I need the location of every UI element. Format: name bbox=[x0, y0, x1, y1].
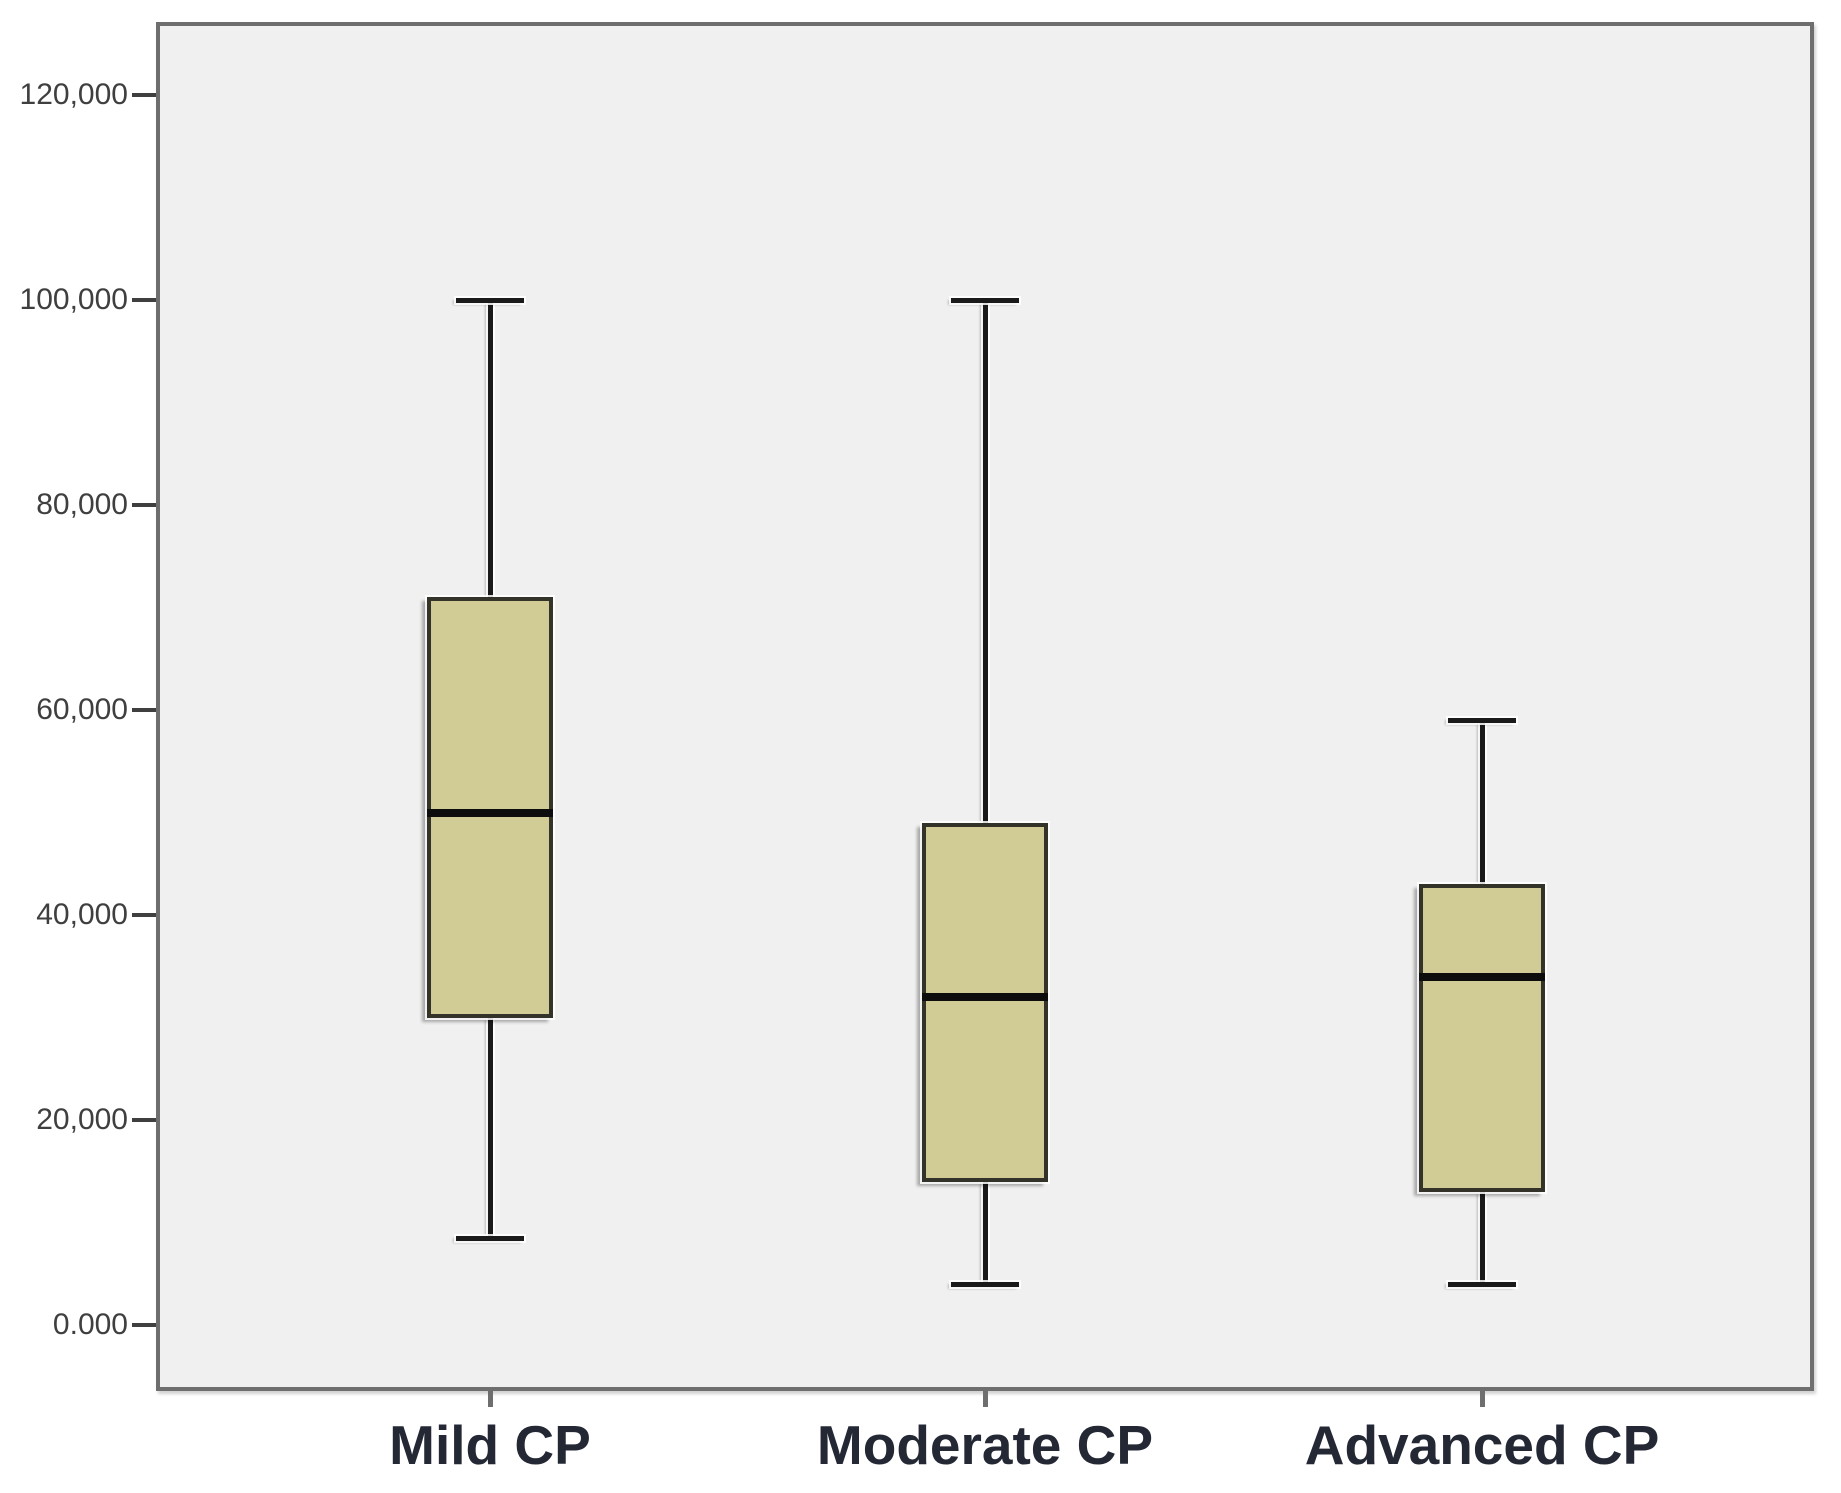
lower-whisker-cap bbox=[456, 1235, 524, 1241]
upper-whisker-cap bbox=[1448, 718, 1516, 724]
y-axis-tick-label: 120,000 bbox=[19, 78, 128, 111]
y-axis-tick-label: 80,000 bbox=[36, 488, 128, 521]
lower-whisker-line bbox=[488, 1017, 493, 1238]
x-axis-tick-mark bbox=[1480, 1391, 1485, 1407]
x-axis-category-label-moderate: Moderate CP bbox=[816, 1414, 1154, 1476]
y-axis-tick-mark bbox=[132, 503, 156, 507]
x-axis-tick-mark bbox=[983, 1391, 988, 1407]
lower-whisker-line bbox=[983, 1181, 988, 1284]
median-line bbox=[922, 993, 1048, 1001]
y-axis-tick-mark bbox=[132, 708, 156, 712]
y-axis-tick-label: 60,000 bbox=[36, 693, 128, 726]
y-axis-tick-mark bbox=[132, 1118, 156, 1122]
x-axis-category-label-mild: Mild CP bbox=[389, 1414, 591, 1476]
y-axis-tick-label: 0.000 bbox=[52, 1308, 128, 1341]
median-line bbox=[427, 808, 553, 817]
iqr-box bbox=[922, 822, 1048, 1182]
y-axis-tick-label: 100,000 bbox=[19, 283, 128, 316]
y-axis-tick-label: 40,000 bbox=[36, 898, 128, 931]
upper-whisker-line bbox=[488, 300, 493, 598]
x-axis-tick-mark bbox=[488, 1391, 493, 1407]
iqr-box bbox=[1419, 884, 1545, 1192]
y-axis-tick-mark bbox=[132, 93, 156, 97]
iqr-box bbox=[427, 597, 553, 1018]
median-line bbox=[1419, 972, 1545, 981]
upper-whisker-cap bbox=[951, 298, 1019, 303]
y-axis-tick-mark bbox=[132, 298, 156, 302]
y-axis-tick-mark bbox=[132, 1323, 156, 1327]
upper-whisker-line bbox=[983, 300, 988, 823]
y-axis-tick-label: 20,000 bbox=[36, 1103, 128, 1136]
upper-whisker-line bbox=[1480, 720, 1485, 885]
lower-whisker-cap bbox=[1448, 1282, 1516, 1287]
x-axis-category-label-advanced: Advanced CP bbox=[1304, 1414, 1660, 1476]
lower-whisker-line bbox=[1480, 1191, 1485, 1284]
y-axis-tick-mark bbox=[132, 913, 156, 917]
upper-whisker-cap bbox=[456, 298, 524, 303]
lower-whisker-cap bbox=[951, 1282, 1019, 1287]
